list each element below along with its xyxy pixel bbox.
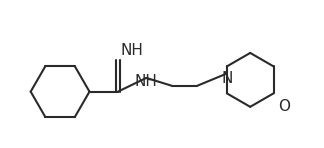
Text: N: N (222, 71, 233, 86)
Text: NH: NH (134, 74, 157, 89)
Text: O: O (279, 99, 291, 114)
Text: NH: NH (120, 43, 143, 58)
